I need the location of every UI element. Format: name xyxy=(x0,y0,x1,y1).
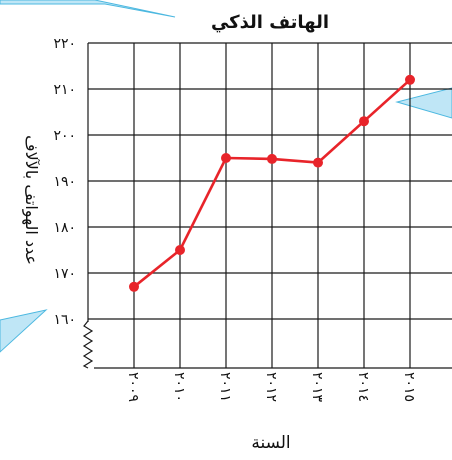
series xyxy=(129,74,415,292)
y-tick-label: ١٨٠ xyxy=(53,220,76,236)
y-axis-label: عدد الهواتف بالآلاف xyxy=(21,135,41,265)
chart-title: الهاتف الذكي xyxy=(211,12,329,33)
data-point xyxy=(267,153,277,164)
data-point xyxy=(359,116,369,127)
axis-break-zigzag xyxy=(82,320,94,369)
y-tick-label: ١٩٠ xyxy=(53,174,76,190)
data-point xyxy=(405,74,415,85)
x-tick-label: ٢٠١٠ xyxy=(171,372,187,402)
data-point xyxy=(129,281,139,292)
data-point xyxy=(175,245,185,255)
x-tick-label: ٢٠١١ xyxy=(217,372,233,402)
y-tick-label: ١٦٠ xyxy=(53,312,76,328)
callout-left xyxy=(0,309,48,353)
callout-top-left xyxy=(0,0,176,18)
x-tick-label: ٢٠١٢ xyxy=(263,372,279,402)
y-tick-label: ٢١٠ xyxy=(53,82,76,98)
y-tick-labels: ١٦٠ ١٧٠ ١٨٠ ١٩٠ ٢٠٠ ٢١٠ ٢٢٠ xyxy=(53,36,76,328)
data-point xyxy=(313,157,323,168)
grid xyxy=(87,42,452,369)
x-tick-label: ٢٠٠٩ xyxy=(125,372,141,402)
x-tick-label: ٢٠١٣ xyxy=(309,372,325,403)
axis-break-mask xyxy=(80,322,94,369)
y-tick-label: ٢٢٠ xyxy=(53,36,76,52)
axis-break-icon xyxy=(80,320,94,369)
x-tick-label: ٢٠١٥ xyxy=(401,372,417,402)
y-tick-label: ١٧٠ xyxy=(53,266,76,282)
x-axis-label: السنة xyxy=(251,433,290,453)
data-point xyxy=(221,153,231,163)
y-tick-label: ٢٠٠ xyxy=(53,128,76,144)
x-tick-label: ٢٠١٤ xyxy=(355,372,371,402)
x-tick-labels: ٢٠٠٩ ٢٠١٠ ٢٠١١ ٢٠١٢ ٢٠١٣ ٢٠١٤ ٢٠١٥ xyxy=(125,372,417,403)
callout-right xyxy=(395,87,452,119)
